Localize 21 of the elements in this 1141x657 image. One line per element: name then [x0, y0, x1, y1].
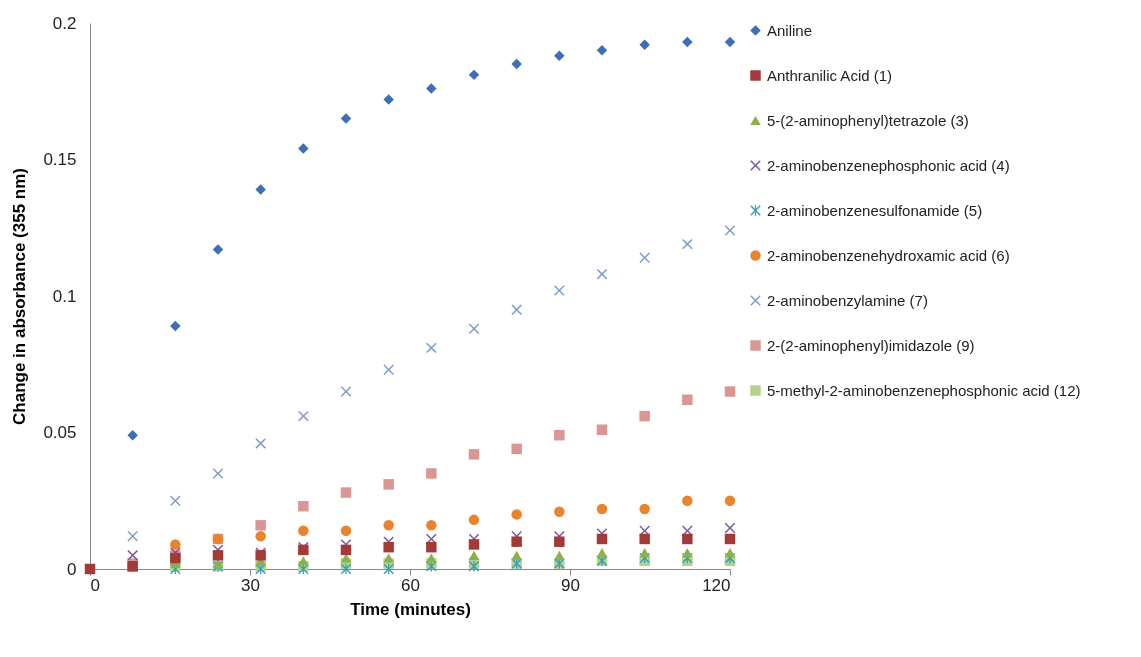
legend-label: 2-aminobenzenesulfonamide (5): [767, 201, 983, 219]
x-axis-title: Time (minutes): [350, 599, 471, 619]
y-tick-label: 0.1: [52, 286, 77, 306]
legend-label: 2-aminobenzylamine (7): [767, 291, 928, 309]
x-tick-label: 60: [401, 575, 420, 595]
x-tick-label: 30: [241, 575, 260, 595]
legend-label: Anthranilic Acid (1): [767, 66, 893, 84]
x-tick-label: 120: [702, 575, 731, 595]
legend-label: 2-aminobenzenehydroxamic acid (6): [767, 246, 1010, 264]
legend-label: 2-aminobenzenephosphonic acid (4): [767, 156, 1010, 174]
y-tick-label: 0.05: [43, 423, 77, 442]
y-tick-label: 0: [67, 559, 77, 579]
legend-label: 5-methyl-2-aminobenzenephosphonic acid (12): [767, 381, 1081, 399]
legend-label: Aniline: [767, 21, 813, 39]
y-tick-label: 0.2: [52, 13, 77, 33]
x-tick-label: 90: [561, 575, 580, 595]
y-tick-label: 0.15: [43, 150, 77, 169]
x-tick-label: 0: [90, 575, 100, 595]
legend-label: 5-(2-aminophenyl)tetrazole (3): [767, 111, 969, 129]
legend-label: 2-(2-aminophenyl)imidazole (9): [767, 336, 975, 354]
y-axis-title: Change in absorbance (355 nm): [10, 168, 30, 425]
